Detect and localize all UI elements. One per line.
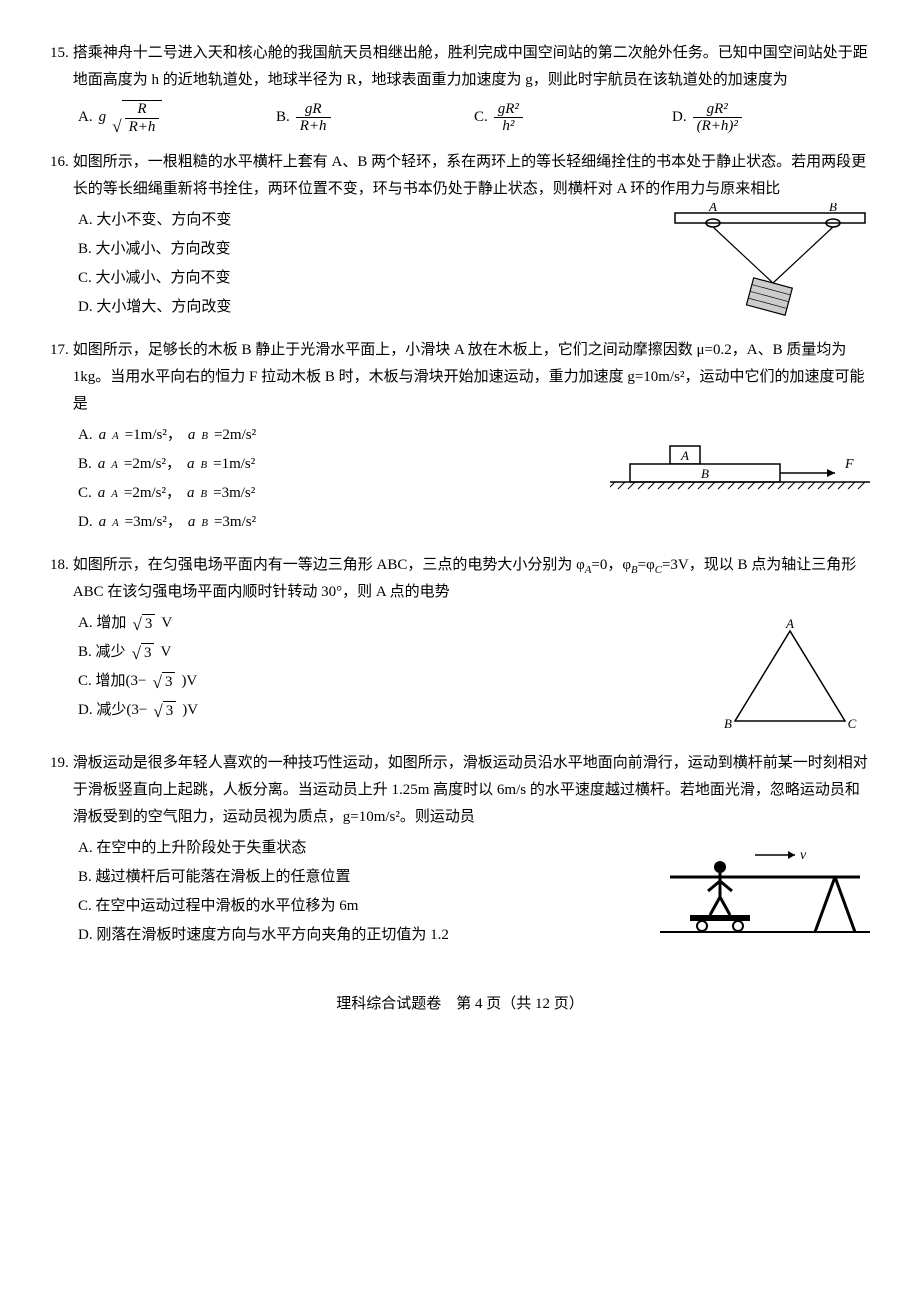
q18-option-d: D. 减少(3−3)V bbox=[78, 697, 694, 724]
q17-options: A. aA=1m/s²，aB=2m/s² B. aA=2m/s²，aB=1m/s… bbox=[78, 422, 594, 536]
question-19: 19. 滑板运动是很多年轻人喜欢的一种技巧性运动，如图所示，滑板运动员沿水平地面… bbox=[50, 750, 870, 951]
q16-options: A. 大小不变、方向不变 B. 大小减小、方向改变 C. 大小减小、方向不变 D… bbox=[78, 207, 654, 321]
q17-option-d: D. aA=3m/s²，aB=3m/s² bbox=[78, 509, 594, 536]
page-footer: 理科综合试题卷 第 4 页（共 12 页） bbox=[50, 991, 870, 1018]
q19-text: 滑板运动是很多年轻人喜欢的一种技巧性运动，如图所示，滑板运动员沿水平地面向前滑行… bbox=[73, 750, 870, 831]
q18-option-a: A. 增加3 V bbox=[78, 610, 694, 637]
q17-figure: A B F bbox=[610, 438, 870, 508]
q16-option-b: B. 大小减小、方向改变 bbox=[78, 236, 654, 263]
q15-options: A. g RR+h B. gRR+h C. gR²h² D. gR²(R+h)² bbox=[78, 100, 870, 135]
q18-option-c: C. 增加(3−3)V bbox=[78, 668, 694, 695]
q16-text: 如图所示，一根粗糙的水平横杆上套有 A、B 两个轻环，系在两环上的等长轻细绳拴住… bbox=[73, 149, 870, 203]
q16-option-d: D. 大小增大、方向改变 bbox=[78, 294, 654, 321]
q18-fig-label-c: C bbox=[848, 716, 857, 731]
q18-number: 18. bbox=[50, 552, 69, 579]
q19-options: A. 在空中的上升阶段处于失重状态 B. 越过横杆后可能落在滑板上的任意位置 C… bbox=[78, 835, 644, 949]
question-15: 15. 搭乘神舟十二号进入天和核心舱的我国航天员相继出舱，胜利完成中国空间站的第… bbox=[50, 40, 870, 135]
q18-option-b: B. 减少3 V bbox=[78, 639, 694, 666]
q17-text: 如图所示，足够长的木板 B 静止于光滑水平面上，小滑块 A 放在木板上，它们之间… bbox=[73, 337, 870, 418]
question-17: 17. 如图所示，足够长的木板 B 静止于光滑水平面上，小滑块 A 放在木板上，… bbox=[50, 337, 870, 538]
q19-option-b: B. 越过横杆后可能落在滑板上的任意位置 bbox=[78, 864, 644, 891]
q16-number: 16. bbox=[50, 149, 69, 176]
q17-fig-label-f: F bbox=[844, 457, 854, 472]
q17-fig-label-b: B bbox=[701, 466, 709, 481]
q19-number: 19. bbox=[50, 750, 69, 777]
q19-figure: v bbox=[660, 837, 870, 947]
q19-option-d: D. 刚落在滑板时速度方向与水平方向夹角的正切值为 1.2 bbox=[78, 922, 644, 949]
question-18: 18. 如图所示，在匀强电场平面内有一等边三角形 ABC，三点的电势大小分别为 … bbox=[50, 552, 870, 736]
q16-fig-label-b: B bbox=[829, 203, 837, 214]
q18-fig-label-a: A bbox=[785, 616, 794, 631]
q18-fig-label-b: B bbox=[724, 716, 732, 731]
q19-fig-label-v: v bbox=[800, 848, 807, 863]
q17-option-a: A. aA=1m/s²，aB=2m/s² bbox=[78, 422, 594, 449]
q19-option-a: A. 在空中的上升阶段处于失重状态 bbox=[78, 835, 644, 862]
q17-option-c: C. aA=2m/s²，aB=3m/s² bbox=[78, 480, 594, 507]
q15-number: 15. bbox=[50, 40, 69, 67]
q16-option-c: C. 大小减小、方向不变 bbox=[78, 265, 654, 292]
q17-fig-label-a: A bbox=[680, 448, 689, 463]
q15-text: 搭乘神舟十二号进入天和核心舱的我国航天员相继出舱，胜利完成中国空间站的第二次舱外… bbox=[73, 40, 870, 94]
q19-option-c: C. 在空中运动过程中滑板的水平位移为 6m bbox=[78, 893, 644, 920]
q18-options: A. 增加3 V B. 减少3 V C. 增加(3−3)V D. 减少(3−3)… bbox=[78, 610, 694, 724]
q15-option-c: C. gR²h² bbox=[474, 100, 672, 135]
q15-option-b: B. gRR+h bbox=[276, 100, 474, 135]
question-16: 16. 如图所示，一根粗糙的水平横杆上套有 A、B 两个轻环，系在两环上的等长轻… bbox=[50, 149, 870, 323]
q18-figure: A B C bbox=[710, 616, 870, 736]
q16-figure: A B bbox=[670, 203, 870, 323]
q15-option-a: A. g RR+h bbox=[78, 100, 276, 135]
q17-option-b: B. aA=2m/s²，aB=1m/s² bbox=[78, 451, 594, 478]
q15-option-d: D. gR²(R+h)² bbox=[672, 100, 870, 135]
q16-option-a: A. 大小不变、方向不变 bbox=[78, 207, 654, 234]
q17-number: 17. bbox=[50, 337, 69, 364]
q18-text: 如图所示，在匀强电场平面内有一等边三角形 ABC，三点的电势大小分别为 φA=0… bbox=[73, 552, 870, 606]
q16-fig-label-a: A bbox=[708, 203, 717, 214]
